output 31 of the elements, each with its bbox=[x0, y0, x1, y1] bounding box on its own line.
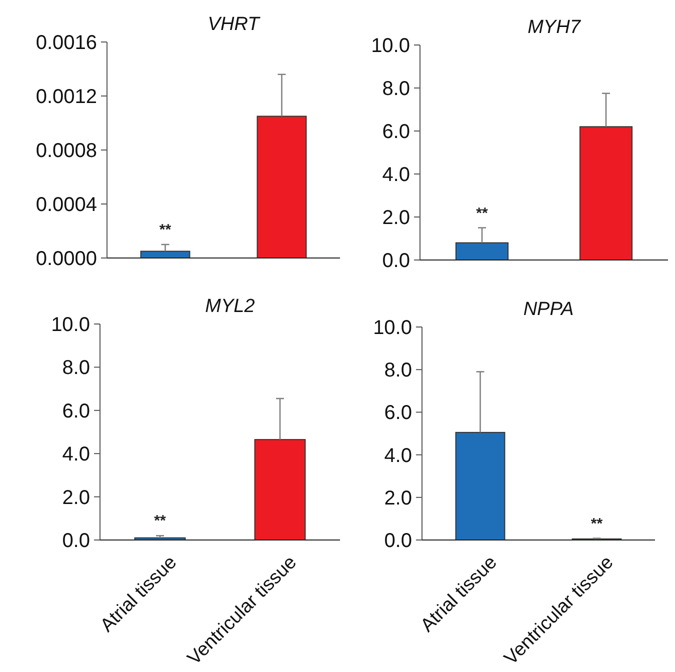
y-tick-label: 10.0 bbox=[373, 317, 412, 339]
chart-title: NPPA bbox=[523, 299, 574, 320]
chart-title: MYL2 bbox=[205, 296, 256, 317]
y-tick-label: 0.0 bbox=[384, 530, 412, 552]
annotation: ** bbox=[476, 204, 488, 222]
chart-title: MYH7 bbox=[528, 17, 582, 38]
y-tick-label: 6.0 bbox=[384, 402, 412, 424]
y-tick-label: 10.0 bbox=[371, 35, 410, 57]
y-tick-label: 6.0 bbox=[62, 400, 90, 422]
y-tick-label: 2.0 bbox=[384, 487, 412, 510]
y-tick-label: 0.0 bbox=[62, 530, 90, 552]
y-tick-label: 2.0 bbox=[382, 207, 410, 229]
annotation: ** bbox=[154, 512, 166, 530]
y-tick-label: 10.0 bbox=[51, 314, 90, 336]
y-tick-label: 8.0 bbox=[384, 360, 412, 382]
y-tick-label: 8.0 bbox=[382, 78, 410, 100]
y-tick-label: 4.0 bbox=[384, 444, 412, 467]
y-tick-label: 0.0000 bbox=[36, 248, 97, 270]
y-tick-label: 0.0008 bbox=[36, 140, 97, 162]
y-tick-label: 0.0 bbox=[382, 250, 410, 272]
chart-title: VHRT bbox=[208, 14, 261, 35]
y-tick-label: 8.0 bbox=[62, 357, 90, 380]
y-tick-label: 0.0012 bbox=[36, 86, 97, 108]
y-tick-label: 2.0 bbox=[62, 486, 90, 509]
y-tick-label: 4.0 bbox=[382, 164, 410, 186]
y-tick-label: 0.0004 bbox=[36, 194, 97, 216]
y-tick-label: 4.0 bbox=[62, 444, 90, 466]
annotation: ** bbox=[590, 515, 603, 532]
annotation: ** bbox=[159, 222, 172, 238]
y-tick-label: 0.0016 bbox=[36, 32, 97, 54]
y-tick-label: 6.0 bbox=[382, 121, 410, 143]
